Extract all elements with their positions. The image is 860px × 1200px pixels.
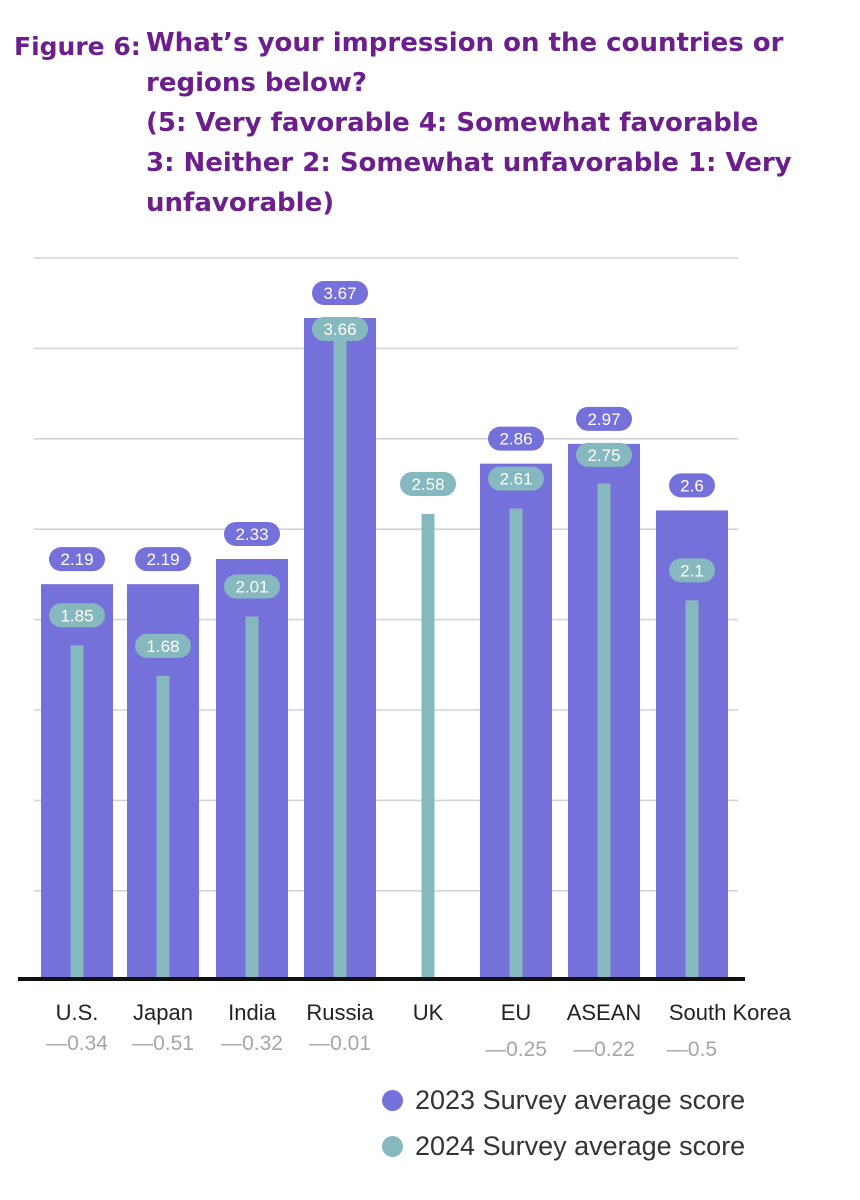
data-label-2024: 2.75 xyxy=(576,442,632,467)
data-label-2023-text: 2.19 xyxy=(60,550,93,569)
legend-label-2023: 2023 Survey average score xyxy=(415,1084,746,1115)
data-label-2023: 2.19 xyxy=(135,547,191,572)
change-label: —0.51 xyxy=(132,1032,194,1055)
bar-2024 xyxy=(333,319,347,979)
title-line-3: (5: Very favorable 4: Somewhat favorable xyxy=(146,108,759,138)
x-tick-label: India xyxy=(228,1000,276,1025)
bar-2024 xyxy=(70,645,84,978)
x-tick-label: Japan xyxy=(133,1000,193,1025)
x-tick-label: EU xyxy=(501,1000,532,1025)
data-label-2023: 2.19 xyxy=(49,547,105,572)
data-label-2024: 2.1 xyxy=(669,558,715,583)
data-label-2024-text: 2.61 xyxy=(499,470,532,489)
data-label-2024: 2.58 xyxy=(400,472,456,497)
data-label-2024-text: 3.66 xyxy=(323,320,356,339)
title-line-1: What’s your impression on the countries … xyxy=(146,28,784,58)
data-label-2023: 2.6 xyxy=(669,473,715,498)
data-label-2023-bg xyxy=(135,547,191,572)
bar-2024 xyxy=(509,508,523,978)
data-label-2024: 2.61 xyxy=(488,466,544,491)
change-label: —0.22 xyxy=(573,1038,635,1061)
data-label-2023-bg xyxy=(669,473,715,498)
bar-2024 xyxy=(421,514,435,978)
chart-legend: 2023 Survey average score 2024 Survey av… xyxy=(382,1082,842,1172)
data-label-2023-bg xyxy=(224,521,280,546)
data-label-2024: 1.68 xyxy=(135,633,191,658)
data-label-2024-text: 2.75 xyxy=(587,446,620,465)
data-label-2024-text: 1.85 xyxy=(60,606,93,625)
data-label-2023-text: 2.86 xyxy=(499,430,532,449)
bar-2024 xyxy=(156,675,170,978)
data-label-2023-text: 2.19 xyxy=(146,550,179,569)
legend-item-2023: 2023 Survey average score xyxy=(382,1082,745,1118)
x-tick-label: South Korea xyxy=(669,1000,792,1025)
legend-item-2024: 2024 Survey average score xyxy=(382,1128,745,1164)
bar-chart: 2.19 1.85 U.S. —0.34 2.19 1.68 Japan —0.51 2.33 2… xyxy=(18,257,792,1061)
data-label-2024-bg xyxy=(49,603,105,628)
data-label-2023: 2.97 xyxy=(576,406,632,431)
change-label: —0.5 xyxy=(667,1038,717,1061)
legend-swatch-2024 xyxy=(382,1135,403,1157)
title-line-4: 3: Neither 2: Somewhat unfavorable 1: Ve… xyxy=(146,148,792,178)
change-label: —0.01 xyxy=(309,1032,371,1055)
data-label-2023-text: 2.6 xyxy=(680,476,704,495)
data-label-2023: 3.67 xyxy=(312,281,368,305)
data-label-2023-bg xyxy=(488,426,544,451)
x-tick-label: UK xyxy=(413,1000,444,1025)
data-label-2024-bg xyxy=(224,574,280,599)
change-label: —0.34 xyxy=(46,1032,108,1055)
data-label-2024-bg xyxy=(669,558,715,583)
data-label-2024-bg xyxy=(312,317,368,341)
title-line-2: regions below? xyxy=(146,68,367,98)
data-label-2023-text: 3.67 xyxy=(323,284,356,303)
data-label-2024-text: 2.01 xyxy=(235,578,268,597)
data-label-2023-text: 2.33 xyxy=(235,525,268,544)
data-label-2024-bg xyxy=(135,633,191,658)
data-label-2023-text: 2.97 xyxy=(587,410,620,429)
legend-label-2024: 2024 Survey average score xyxy=(415,1130,746,1161)
data-label-2024-bg xyxy=(576,442,632,467)
bar-2024 xyxy=(685,600,699,978)
data-label-2024-text: 1.68 xyxy=(146,637,179,656)
data-label-2024: 2.01 xyxy=(224,574,280,599)
figure-label: Figure 6: xyxy=(14,32,141,61)
data-label-2023: 2.86 xyxy=(488,426,544,451)
bar-2024 xyxy=(597,483,611,978)
data-label-2023-bg xyxy=(49,547,105,572)
x-tick-label: ASEAN xyxy=(567,1000,642,1025)
data-label-2024-bg xyxy=(488,466,544,491)
bar-2024 xyxy=(245,616,259,978)
x-tick-label: U.S. xyxy=(56,1000,99,1025)
x-tick-label: Russia xyxy=(306,1000,374,1025)
data-label-2024: 3.66 xyxy=(312,317,368,341)
change-label: —0.25 xyxy=(485,1038,547,1061)
data-label-2023-bg xyxy=(312,281,368,305)
data-label-2024-bg xyxy=(400,472,456,497)
data-label-2024-text: 2.58 xyxy=(411,475,444,494)
legend-swatch-2023 xyxy=(382,1089,403,1111)
data-label-2024-text: 2.1 xyxy=(680,561,704,580)
data-label-2023: 2.33 xyxy=(224,521,280,546)
data-label-2023-bg xyxy=(576,406,632,431)
change-label: —0.32 xyxy=(221,1032,283,1055)
data-label-2024: 1.85 xyxy=(49,603,105,628)
title-line-5: unfavorable) xyxy=(146,188,335,218)
